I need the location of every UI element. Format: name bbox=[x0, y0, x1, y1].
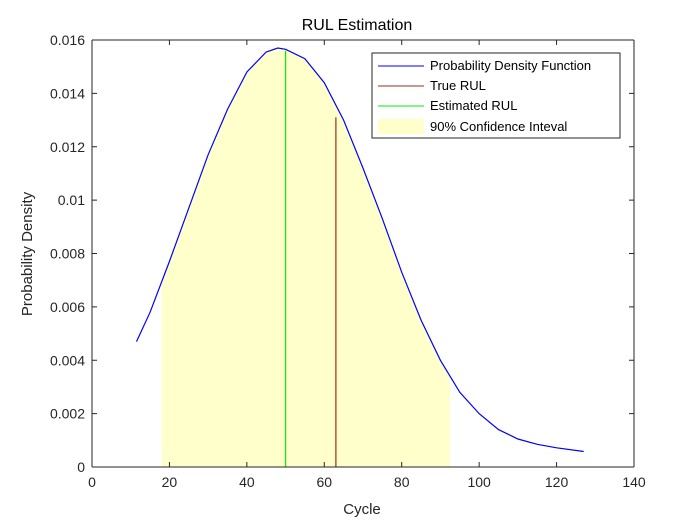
x-tick-label: 40 bbox=[239, 474, 255, 490]
legend-label-pdf: Probability Density Function bbox=[430, 58, 591, 73]
x-tick-label: 140 bbox=[622, 474, 646, 490]
y-tick-label: 0.016 bbox=[50, 32, 85, 48]
legend-label-estimated-rul: Estimated RUL bbox=[430, 98, 517, 113]
x-axis-label: Cycle bbox=[343, 501, 381, 518]
x-tick-label: 0 bbox=[88, 474, 96, 490]
confidence-interval-area bbox=[161, 48, 451, 467]
y-tick-label: 0.01 bbox=[58, 192, 85, 208]
series-layer bbox=[135, 47, 584, 467]
x-tick-label: 100 bbox=[467, 474, 491, 490]
legend-label-confidence: 90% Confidence Inteval bbox=[430, 119, 567, 134]
legend: Probability Density Function True RUL Es… bbox=[371, 52, 621, 139]
x-tick-label: 20 bbox=[162, 474, 178, 490]
y-tick-label: 0 bbox=[77, 459, 85, 475]
y-axis-label: Probability Density bbox=[19, 191, 36, 316]
chart-title: RUL Estimation bbox=[302, 17, 413, 34]
y-tick-label: 0.004 bbox=[50, 352, 85, 368]
legend-label-true-rul: True RUL bbox=[430, 78, 486, 93]
x-tick-label: 120 bbox=[545, 474, 569, 490]
y-tick-label: 0.002 bbox=[50, 406, 85, 422]
pdf-curve bbox=[135, 47, 584, 453]
y-axis-ticks: 0 0.002 0.004 0.006 0.008 0.01 0.012 0.014 0.016 bbox=[50, 32, 634, 475]
y-tick-label: 0.012 bbox=[50, 139, 85, 155]
x-tick-label: 80 bbox=[394, 474, 410, 490]
x-axis-ticks: 0 20 40 60 80 100 120 140 bbox=[88, 40, 646, 490]
confidence-interval-layer bbox=[161, 48, 451, 467]
y-tick-label: 0.014 bbox=[50, 85, 85, 101]
x-tick-label: 60 bbox=[316, 474, 332, 490]
y-tick-label: 0.008 bbox=[50, 246, 85, 262]
legend-swatch-confidence bbox=[378, 119, 424, 134]
y-tick-label: 0.006 bbox=[50, 299, 85, 315]
